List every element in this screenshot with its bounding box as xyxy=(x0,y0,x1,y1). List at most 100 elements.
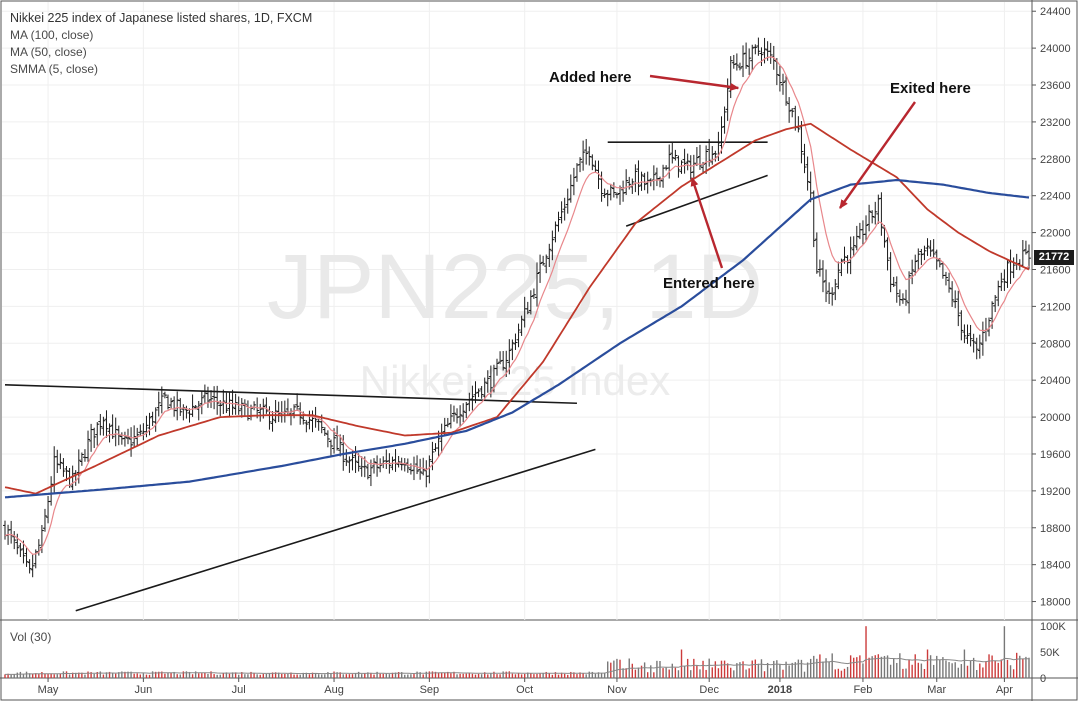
price-bar xyxy=(436,430,441,457)
price-bar xyxy=(104,410,109,438)
y-tick-label: 24400 xyxy=(1040,6,1071,18)
price-bar xyxy=(1014,253,1019,270)
price-bar xyxy=(824,269,829,303)
price-bar xyxy=(273,399,278,424)
y-tick-label: 24000 xyxy=(1040,43,1071,55)
price-bar xyxy=(928,240,933,257)
price-bar xyxy=(445,417,450,428)
volume-tick-label: 0 xyxy=(1040,673,1046,685)
price-bar xyxy=(956,290,961,327)
price-bar xyxy=(169,397,174,409)
price-bar xyxy=(913,254,918,276)
price-bar xyxy=(513,333,518,350)
price-bar xyxy=(159,386,164,414)
legend-smma5[interactable]: SMMA (5, close) xyxy=(10,62,99,76)
price-bar xyxy=(405,458,410,473)
price-bar xyxy=(381,456,386,469)
last-price-badge: 21772 xyxy=(1034,250,1074,265)
price-bar xyxy=(525,301,530,315)
price-bar xyxy=(482,377,487,400)
price-bar xyxy=(30,554,35,578)
price-bar xyxy=(916,248,921,271)
price-bar xyxy=(479,386,484,399)
price-bar xyxy=(209,390,214,409)
price-bar xyxy=(565,188,570,214)
price-bar xyxy=(162,391,167,399)
price-bar xyxy=(753,44,758,55)
price-bar xyxy=(172,396,177,417)
price-bar xyxy=(811,190,816,248)
price-bar xyxy=(974,337,979,360)
price-bar xyxy=(808,171,813,203)
price-bar xyxy=(737,62,742,71)
price-bar xyxy=(574,163,579,182)
x-tick-label: May xyxy=(38,684,59,696)
price-bar xyxy=(12,531,17,550)
price-bar xyxy=(495,358,500,376)
x-tick-label: Jul xyxy=(232,684,246,696)
price-bar xyxy=(215,385,220,415)
price-bar xyxy=(307,410,312,430)
price-bar xyxy=(147,412,152,436)
price-bar xyxy=(42,508,47,532)
price-bar xyxy=(651,165,656,191)
price-bar xyxy=(768,42,773,64)
price-bar xyxy=(744,42,749,69)
price-bar xyxy=(205,386,210,408)
price-bar xyxy=(624,169,629,195)
price-bar xyxy=(239,398,244,418)
price-axis[interactable]: 24400 24000 23600 23200 22800 22400 22000 21600… xyxy=(1031,0,1071,701)
price-bar xyxy=(854,225,859,251)
price-bar xyxy=(541,255,546,266)
y-tick-label: 20800 xyxy=(1040,338,1071,350)
price-bar xyxy=(365,463,370,480)
time-axis[interactable]: May Jun Jul Aug Sep Oct Nov Dec 2018 Feb Mar Apr xyxy=(38,678,1014,696)
legend-ma50[interactable]: MA (50, close) xyxy=(10,45,87,59)
price-bar xyxy=(411,456,416,481)
price-bar xyxy=(15,533,20,555)
chart-legend: Nikkei 225 index of Japanese listed shar… xyxy=(10,10,312,78)
price-bar xyxy=(116,425,121,446)
chart-title: Nikkei 225 index of Japanese listed shar… xyxy=(10,11,313,25)
y-tick-label: 21200 xyxy=(1040,301,1071,313)
price-bar xyxy=(885,237,890,271)
price-bar xyxy=(894,276,899,303)
price-bar xyxy=(190,394,195,417)
price-bar xyxy=(476,388,481,398)
price-bar xyxy=(304,420,309,433)
price-bar xyxy=(378,458,383,473)
price-bar xyxy=(996,280,1001,307)
volume-label[interactable]: Vol (30) xyxy=(10,630,52,644)
price-bar xyxy=(876,194,881,224)
price-bar xyxy=(282,400,287,423)
price-bar xyxy=(820,260,825,293)
price-bar xyxy=(688,155,693,180)
annotation-exited-arrow xyxy=(839,101,916,209)
y-tick-label: 18400 xyxy=(1040,560,1071,572)
price-bar xyxy=(325,430,330,448)
volume-axis: 100K 50K 0 xyxy=(1040,621,1066,685)
price-bar xyxy=(181,404,186,421)
price-bar xyxy=(1008,249,1013,284)
price-bar xyxy=(571,167,576,196)
price-bar xyxy=(534,262,539,307)
x-tick-label: Oct xyxy=(516,684,533,696)
price-bar xyxy=(553,221,558,243)
price-bar xyxy=(202,384,207,404)
legend-ma100[interactable]: MA (100, close) xyxy=(10,28,94,42)
price-bar xyxy=(199,391,204,415)
y-tick-label: 18800 xyxy=(1040,523,1071,535)
x-tick-label: Jun xyxy=(135,684,153,696)
price-bar xyxy=(165,394,170,410)
price-bar xyxy=(636,160,641,196)
price-bar xyxy=(92,427,97,449)
price-bar xyxy=(888,252,893,293)
price-bar xyxy=(328,439,333,457)
watermark-symbol: JPN225, 1D xyxy=(267,236,763,338)
price-bar xyxy=(891,276,896,287)
price-bar xyxy=(242,399,247,417)
price-bar xyxy=(485,370,490,393)
price-bar xyxy=(27,559,32,574)
price-bar xyxy=(802,143,807,174)
price-bar xyxy=(799,121,804,164)
